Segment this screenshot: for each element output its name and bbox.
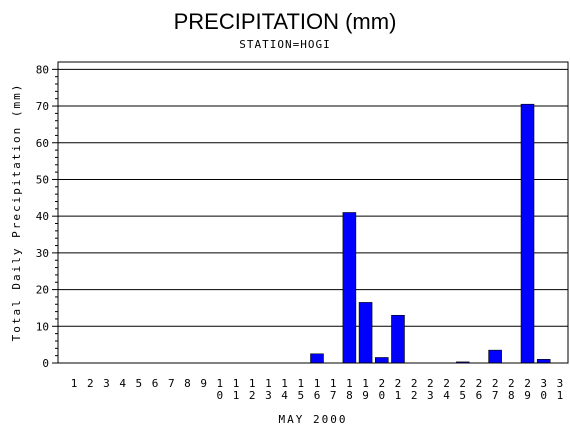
y-tick-label: 20 bbox=[36, 284, 49, 297]
bar bbox=[358, 302, 373, 364]
y-tick-layer: 0 10 20 30 40 50 60 70 80 bbox=[36, 63, 58, 370]
x-tick-layer: 1 2 3 4 5 6 7 8 9 1 01 11 21 31 41 51 61 71 81 92 02 12 22 32 42… bbox=[71, 377, 563, 402]
chart-title: PRECIPITATION (mm) bbox=[174, 9, 397, 34]
x-tick-label: 8 bbox=[184, 377, 191, 390]
x-tick-label: 9 bbox=[200, 377, 207, 390]
x-tick-label: 2 bbox=[87, 377, 94, 390]
bar bbox=[310, 353, 324, 364]
y-tick-label: 60 bbox=[36, 137, 49, 150]
bar bbox=[374, 357, 389, 364]
x-tick-label: 5 bbox=[136, 377, 143, 390]
y-tick-label: 0 bbox=[42, 357, 49, 370]
bar bbox=[536, 359, 551, 364]
x-axis-label: MAY 2000 bbox=[279, 413, 348, 426]
bar bbox=[391, 314, 405, 364]
y-tick-label: 70 bbox=[36, 100, 49, 113]
y-tick-label: 50 bbox=[36, 173, 49, 186]
grid-layer bbox=[58, 68, 568, 327]
y-tick-label: 40 bbox=[36, 210, 49, 223]
y-tick-label: 30 bbox=[36, 247, 49, 260]
y-tick-label: 80 bbox=[36, 63, 49, 76]
bar bbox=[488, 349, 502, 364]
y-axis-label: Total Daily Precipitation (mm) bbox=[10, 83, 23, 342]
x-tick-label: 4 bbox=[119, 377, 126, 390]
bar bbox=[342, 212, 357, 364]
plot-frame bbox=[57, 61, 569, 364]
bar bbox=[520, 103, 535, 364]
x-tick-label: 1 bbox=[71, 377, 78, 390]
x-tick-label: 3 bbox=[103, 377, 110, 390]
x-tick-label: 7 bbox=[168, 377, 175, 390]
y-tick-label: 10 bbox=[36, 320, 49, 333]
chart-subtitle: STATION=HOGI bbox=[239, 38, 330, 51]
x-tick-label: 6 bbox=[152, 377, 159, 390]
